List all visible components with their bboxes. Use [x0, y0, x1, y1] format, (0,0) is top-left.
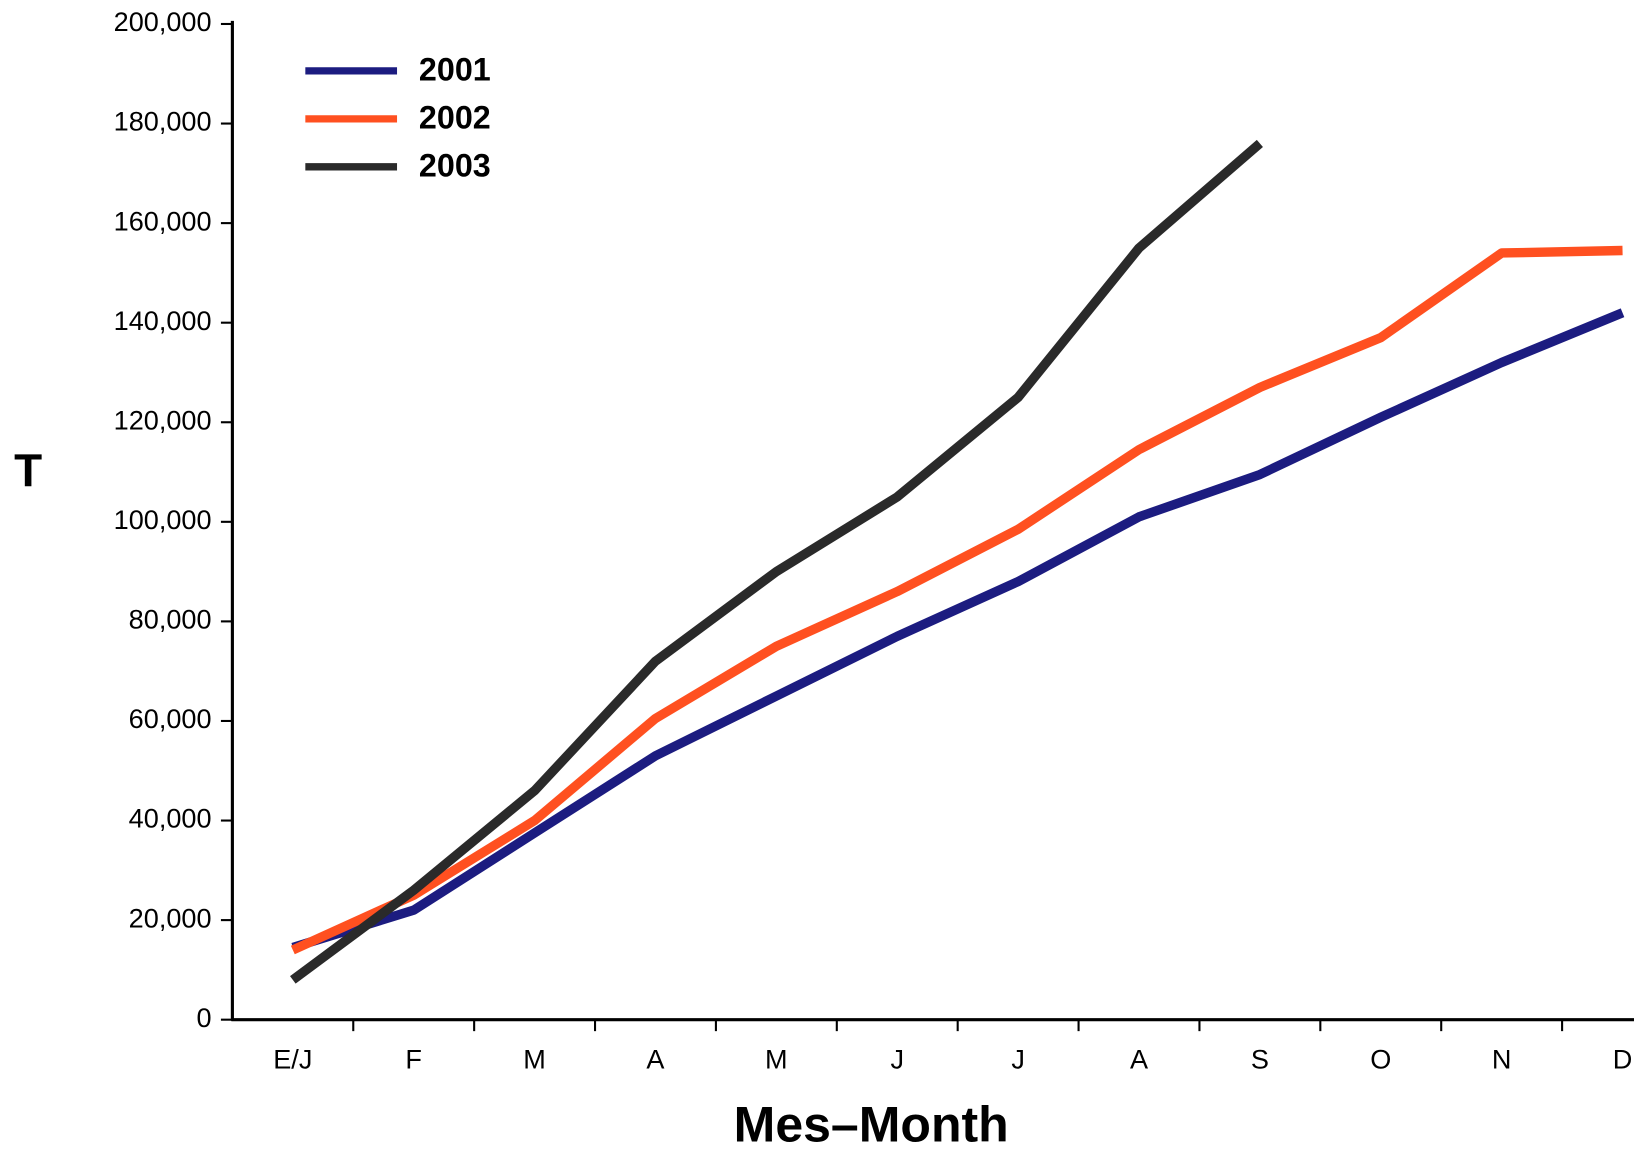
- legend-label: 2003: [419, 147, 491, 183]
- y-axis-label: T: [14, 444, 42, 496]
- x-tick-label: J: [1011, 1044, 1025, 1075]
- legend-label: 2001: [419, 51, 491, 87]
- x-tick-label: M: [523, 1044, 546, 1075]
- x-tick-label: D: [1613, 1044, 1633, 1075]
- x-tick-label: F: [405, 1044, 422, 1075]
- series-line: [290, 139, 1263, 984]
- x-tick-label: S: [1251, 1044, 1269, 1075]
- x-tick-label: A: [646, 1044, 665, 1075]
- y-tick-label: 200,000: [114, 6, 212, 37]
- x-axis-label: Mes–Month: [734, 1096, 1009, 1150]
- x-tick-label: J: [890, 1044, 904, 1075]
- x-tick-label: N: [1492, 1044, 1512, 1075]
- y-tick-label: 20,000: [129, 902, 212, 933]
- y-tick-label: 140,000: [114, 305, 212, 336]
- y-tick-label: 160,000: [114, 205, 212, 236]
- x-tick-label: E/J: [273, 1044, 312, 1075]
- series-line: [290, 245, 1623, 955]
- y-tick-label: 120,000: [114, 404, 212, 435]
- y-tick-label: 80,000: [129, 604, 212, 635]
- y-tick-label: 0: [196, 1002, 211, 1033]
- x-tick-label: O: [1370, 1044, 1391, 1075]
- y-tick-label: 100,000: [114, 504, 212, 535]
- y-tick-label: 60,000: [129, 703, 212, 734]
- x-tick-label: M: [765, 1044, 788, 1075]
- x-tick-label: A: [1130, 1044, 1149, 1075]
- legend-label: 2002: [419, 99, 491, 135]
- y-tick-label: 40,000: [129, 803, 212, 834]
- y-tick-label: 180,000: [114, 106, 212, 137]
- series-line: [291, 308, 1625, 952]
